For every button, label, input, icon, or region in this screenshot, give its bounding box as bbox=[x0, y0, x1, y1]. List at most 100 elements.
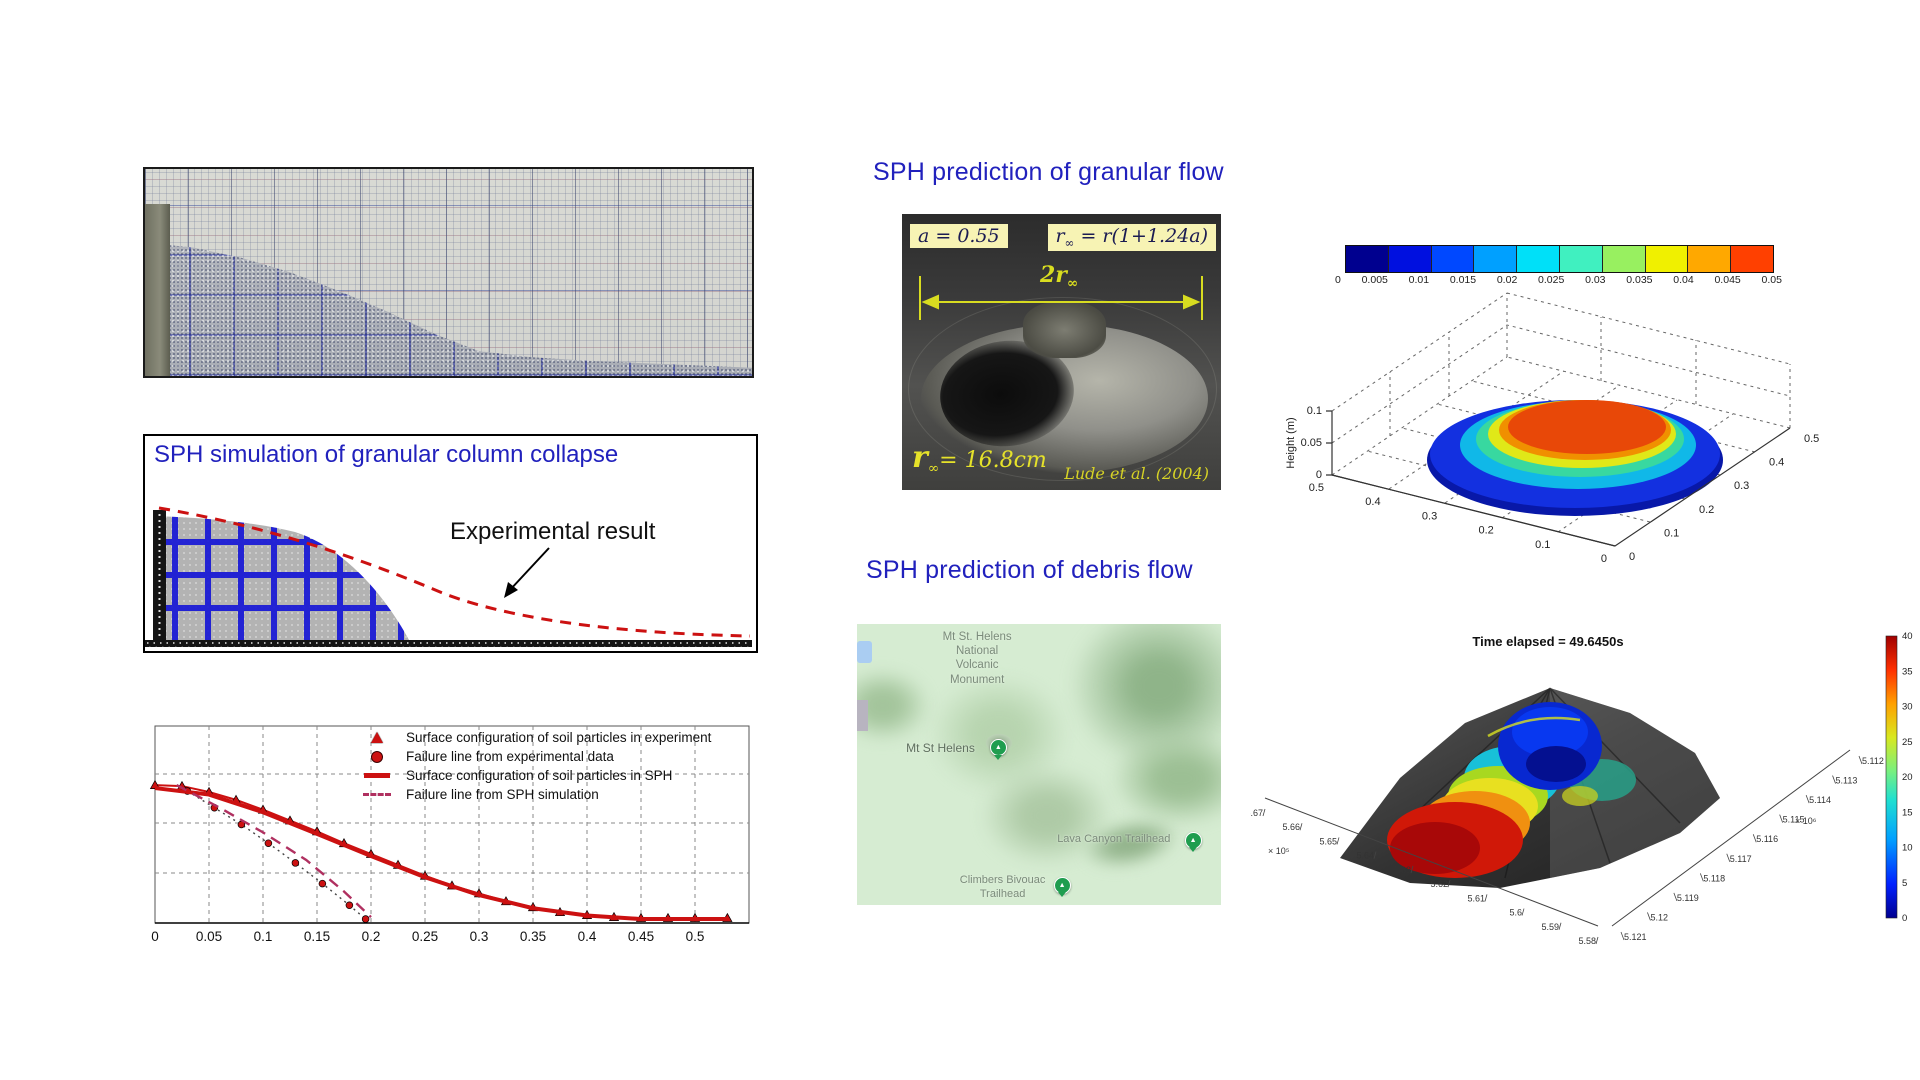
chart-series-line bbox=[176, 784, 372, 918]
lava-canyon-map-label: Lava Canyon Trailhead bbox=[1057, 833, 1171, 846]
legend-item: Failure line from experimental data bbox=[362, 747, 711, 766]
x-axis-ticks: 0.5 0.4 0.3 0.2 0.1 0 bbox=[1309, 482, 1607, 565]
granular-flow-experiment-photo: a = 0.55 r∞ = r(1+1.24a) 2r∞ r∞= 16.8cm … bbox=[902, 214, 1221, 490]
citation-label: Lude et al. (2004) bbox=[1064, 464, 1209, 483]
speed-colorbar-ticks: 0 5 10 15 20 25 30 35 40 bbox=[1902, 631, 1913, 924]
tick-label: 0.35 bbox=[520, 929, 546, 944]
tick-label: 0.05 bbox=[1301, 437, 1322, 449]
circle-marker bbox=[318, 879, 327, 888]
diameter-label: 2r∞ bbox=[1040, 262, 1079, 292]
speed-colorbar bbox=[1885, 635, 1898, 919]
height-colorbar bbox=[1345, 245, 1774, 273]
chart-canvas: 0 0.05 0.1 0.15 0.2 0.25 0.3 0.35 0.4 0.45 0.5 bbox=[149, 725, 750, 944]
legend-marker-dashed-icon bbox=[362, 793, 392, 796]
chart-series-line bbox=[154, 786, 728, 922]
granular-flow-section-title: SPH prediction of granular flow bbox=[873, 158, 1224, 186]
base-particles bbox=[145, 640, 752, 651]
tick-label: 5.58 bbox=[1578, 936, 1596, 946]
colorbar-segment bbox=[1517, 246, 1560, 272]
dome-3d-canvas: 00.050.1 0.50.40.30.20.10 00.10.20.30.40… bbox=[1285, 292, 1819, 565]
tick-label: 5.114 bbox=[1809, 795, 1831, 805]
annotation-arrow-icon bbox=[504, 547, 550, 598]
easting-axis-ticks: 5.67 5.66 5.65 5.64 5.63 5.62 5.61 5.6 5.59 5.58 bbox=[1245, 808, 1599, 946]
tick-label: 0.25 bbox=[412, 929, 438, 944]
legend-marker-triangle-icon bbox=[362, 732, 392, 743]
tick-label: 0 bbox=[151, 929, 159, 944]
northing-axis bbox=[1611, 749, 1851, 927]
map-pin-climbers-bivouac-icon[interactable]: ▲ bbox=[1053, 876, 1071, 894]
terrain-ridge-graphic bbox=[857, 668, 930, 742]
legend-item: Surface configuration of soil particles … bbox=[362, 766, 711, 785]
z-axis-label: Height (m) bbox=[1285, 417, 1297, 468]
tick-label: 0.03 bbox=[1585, 274, 1606, 286]
tick-label: 0.01 bbox=[1408, 274, 1430, 286]
granular-flow-3d-plot: 0 0.005 0.01 0.015 0.02 0.025 0.03 0.035 0.04 0.0… bbox=[1280, 240, 1825, 590]
debris-flow-section-title: SPH prediction of debris flow bbox=[866, 556, 1193, 584]
sph-simulation-panel: SPH simulation of granular column collap… bbox=[143, 434, 758, 653]
tick-label: 0.025 bbox=[1538, 274, 1565, 286]
colorbar-segment bbox=[1474, 246, 1518, 272]
chart-series-layer bbox=[149, 779, 733, 923]
tick-label: 0 bbox=[1902, 913, 1907, 924]
peak-map-label: Mt St Helens bbox=[906, 740, 975, 755]
legend-label: Failure line from SPH simulation bbox=[406, 787, 599, 802]
tick-label: 5.119 bbox=[1677, 893, 1699, 903]
tick-label: 0.3 bbox=[470, 929, 489, 944]
tick-label: 5.116 bbox=[1756, 834, 1778, 844]
map-pin-mt-st-helens-icon[interactable]: ▲ bbox=[989, 739, 1007, 757]
z-axis-ticks: 0 0.05 0.1 bbox=[1301, 405, 1322, 481]
y-axis-ticks: 0 0.1 0.2 0.3 0.4 0.5 bbox=[1629, 433, 1819, 563]
legend-marker-circle-icon bbox=[362, 750, 392, 763]
tick-label: 0.5 bbox=[1804, 433, 1819, 445]
tick-label: 5.64 bbox=[1356, 851, 1374, 861]
tick-label: 0.4 bbox=[1769, 457, 1784, 469]
debris-flow-3d-plot: Time elapsed = 49.6450s bbox=[1245, 628, 1920, 978]
tick-label: 0 bbox=[1601, 553, 1607, 565]
height-colorbar-ticks: 0 0.005 0.01 0.015 0.02 0.025 0.03 0.035 0.04 0.0… bbox=[1335, 274, 1782, 286]
tick-label: 5 bbox=[1902, 878, 1907, 889]
tick-label: 0.02 bbox=[1496, 274, 1518, 286]
circle-marker bbox=[291, 859, 300, 867]
3d-axes bbox=[1326, 410, 1791, 547]
collapse-comparison-chart: 0 0.05 0.1 0.15 0.2 0.25 0.3 0.35 0.4 0.45 0.5 Sur… bbox=[147, 716, 757, 951]
colorbar-segment bbox=[1559, 246, 1603, 272]
tick-label: 5.117 bbox=[1730, 854, 1752, 864]
climbers-bivouac-map-label: Climbers Bivouac Trailhead bbox=[959, 874, 1046, 900]
tick-label: 5.65 bbox=[1319, 836, 1337, 846]
tick-label: 40 bbox=[1902, 631, 1913, 642]
easting-scale-label: × 10⁵ bbox=[1268, 846, 1290, 856]
tick-label: 5.6 bbox=[1509, 908, 1522, 918]
tick-label: 5.118 bbox=[1703, 873, 1725, 883]
circle-marker bbox=[361, 915, 370, 923]
legend-item: Surface configuration of soil particles … bbox=[362, 728, 711, 747]
tick-label: 0.2 bbox=[1699, 504, 1714, 516]
tick-label: 0.1 bbox=[1664, 527, 1679, 539]
tick-label: 35 bbox=[1902, 666, 1913, 677]
tick-label: 0 bbox=[1316, 469, 1322, 481]
tick-label: 5.121 bbox=[1624, 932, 1647, 942]
tick-label: 0 bbox=[1335, 274, 1341, 286]
colorbar-segment bbox=[1688, 246, 1732, 272]
legend-item: Failure line from SPH simulation bbox=[362, 785, 711, 804]
runout-radius-label: r∞= 16.8cm bbox=[912, 440, 1047, 477]
circle-marker bbox=[264, 839, 273, 847]
monument-map-label: Mt St. Helens National Volcanic Monument bbox=[942, 630, 1012, 686]
debris-flow-blob bbox=[1387, 702, 1636, 878]
tick-label: 0.1 bbox=[254, 929, 273, 944]
elapsed-time-title: Time elapsed = 49.6450s bbox=[1472, 634, 1623, 649]
mt-st-helens-map: Mt St. Helens National Volcanic Monument… bbox=[857, 624, 1221, 905]
legend-label: Surface configuration of soil particles … bbox=[406, 730, 712, 745]
tick-label: 20 bbox=[1902, 772, 1913, 783]
tick-label: 30 bbox=[1902, 702, 1913, 713]
tick-label: 0.1 bbox=[1535, 539, 1550, 551]
tick-label: 5.12 bbox=[1650, 912, 1668, 922]
tick-label: 0.035 bbox=[1626, 274, 1653, 286]
tick-label: 0 bbox=[1629, 551, 1635, 563]
tick-label: 5.61 bbox=[1467, 893, 1485, 903]
tick-label: 0.04 bbox=[1673, 274, 1694, 286]
tick-label: 10 bbox=[1902, 843, 1913, 854]
map-pin-lava-canyon-icon[interactable]: ▲ bbox=[1184, 831, 1202, 849]
tick-label: 0.05 bbox=[196, 929, 222, 944]
